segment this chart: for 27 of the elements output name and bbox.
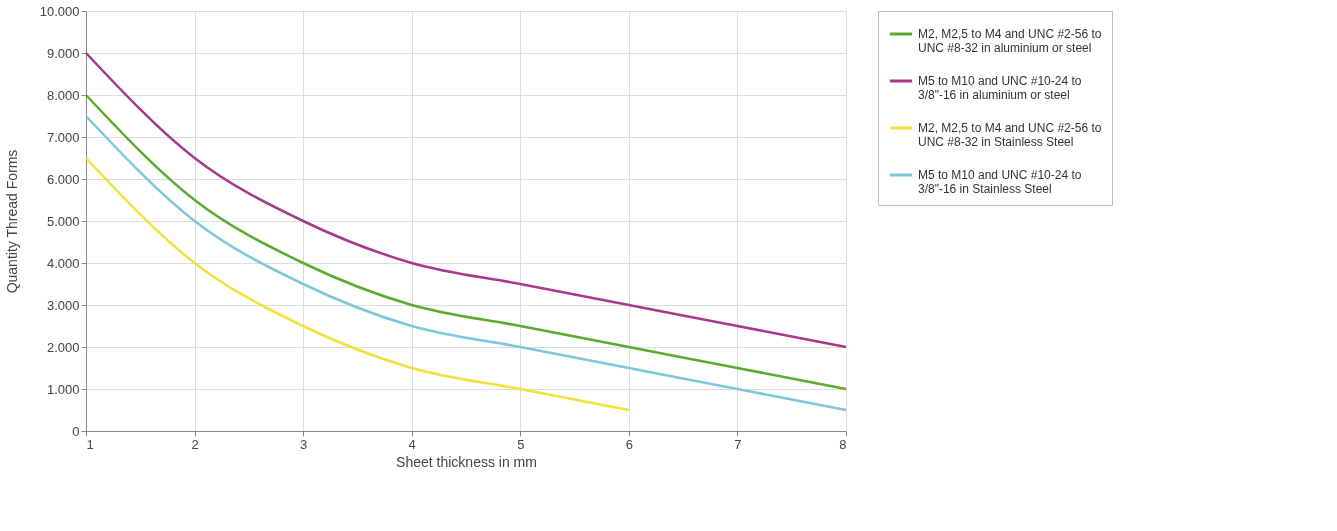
x-tick-label: 6 xyxy=(625,436,633,452)
x-tick-label: 8 xyxy=(839,436,847,452)
x-tick-label: 2 xyxy=(191,436,199,452)
x-tick-label: 3 xyxy=(300,436,308,452)
y-tick-label: 1.000 xyxy=(46,381,80,397)
y-tick-label: 2.000 xyxy=(46,339,80,355)
legend-label: M5 to M10 and UNC #10-24 to 3/8"-16 in Stainless Steel xyxy=(918,168,1082,196)
y-tick-label: 6.000 xyxy=(46,171,80,187)
x-tick-label: 5 xyxy=(517,436,525,452)
y-tick-label: 5.000 xyxy=(46,213,80,229)
y-tick-label: 7.000 xyxy=(46,129,80,145)
y-axis-title: Quantity Thread Forms xyxy=(3,149,20,294)
y-tick-label: 10.000 xyxy=(39,3,80,19)
y-tick-label: 8.000 xyxy=(46,87,80,103)
x-axis-title: Sheet thickness in mm xyxy=(396,453,537,470)
legend-label: M2, M2,5 to M4 and UNC #2-56 to UNC #8-32 in Stainless Steel xyxy=(918,121,1102,149)
x-tick-label: 1 xyxy=(86,436,94,452)
line-series xyxy=(84,51,848,349)
legend-label: M5 to M10 and UNC #10-24 to 3/8"-16 in aluminium or steel xyxy=(918,74,1082,102)
y-tick-label: 0 xyxy=(72,423,80,439)
x-tick-label: 4 xyxy=(408,436,416,452)
y-tick-label: 3.000 xyxy=(46,297,80,313)
legend-label: M2, M2,5 to M4 and UNC #2-56 to UNC #8-32 in aluminium or steel xyxy=(918,27,1102,55)
x-tick-label: 7 xyxy=(734,436,742,452)
y-tick-label: 4.000 xyxy=(46,255,80,271)
line-series xyxy=(84,156,631,412)
y-tick-label: 9.000 xyxy=(46,45,80,61)
